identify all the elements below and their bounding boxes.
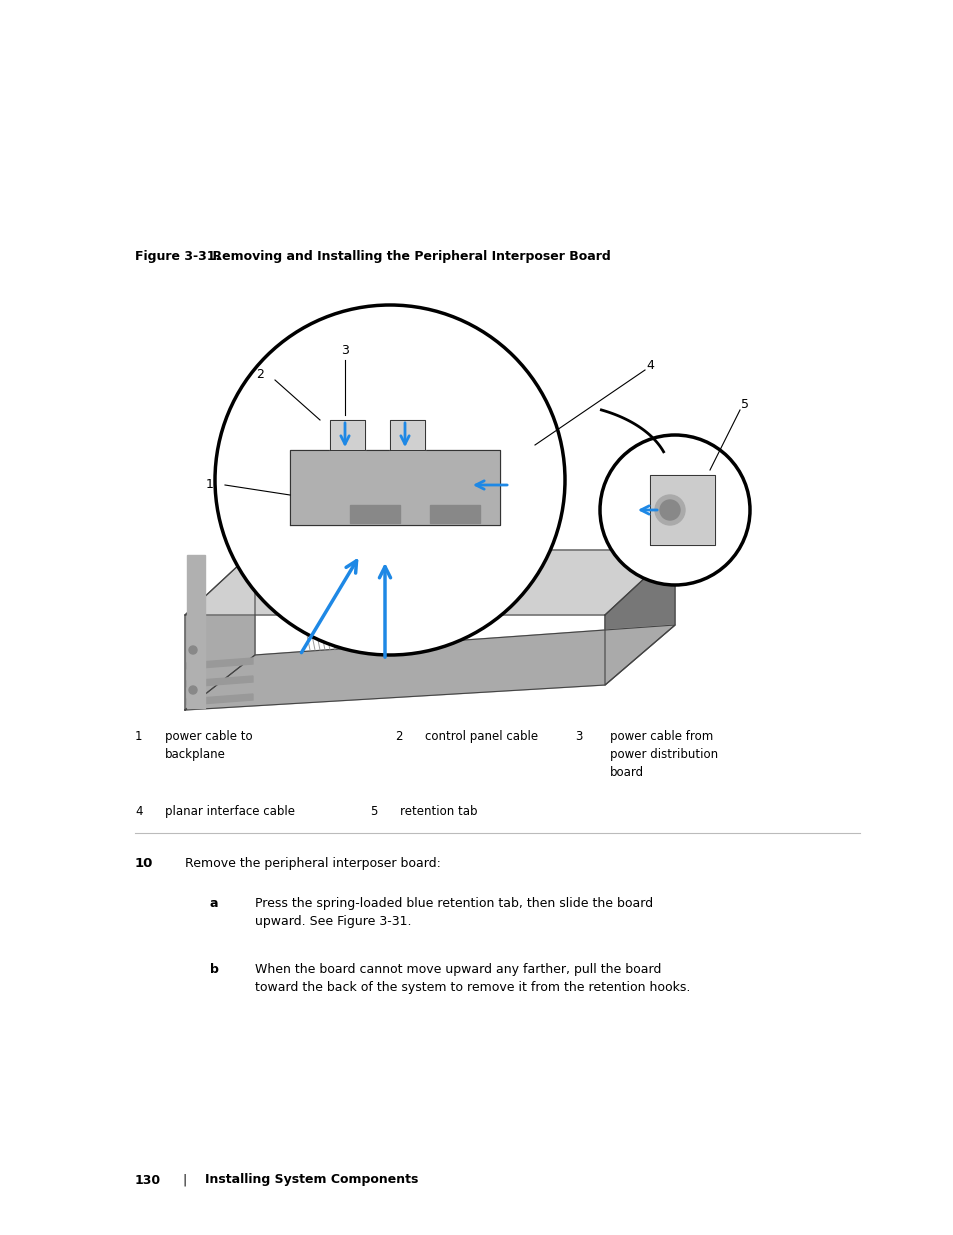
Polygon shape: [290, 450, 499, 525]
Polygon shape: [187, 555, 205, 708]
Polygon shape: [604, 550, 675, 685]
Polygon shape: [187, 694, 253, 705]
Text: 4: 4: [645, 358, 653, 372]
Text: control panel cable: control panel cable: [424, 730, 537, 743]
Text: 10: 10: [135, 857, 153, 869]
Circle shape: [189, 685, 196, 694]
Text: Press the spring-loaded blue retention tab, then slide the board
upward. See Fig: Press the spring-loaded blue retention t…: [254, 897, 653, 927]
Text: 5: 5: [740, 399, 748, 411]
Polygon shape: [430, 505, 479, 522]
Text: 5: 5: [370, 805, 377, 818]
Polygon shape: [319, 559, 510, 600]
Text: power cable to
backplane: power cable to backplane: [165, 730, 253, 761]
Circle shape: [599, 435, 749, 585]
Polygon shape: [187, 676, 253, 687]
Text: planar interface cable: planar interface cable: [165, 805, 294, 818]
Polygon shape: [185, 550, 675, 615]
Circle shape: [214, 305, 564, 655]
Text: Removing and Installing the Peripheral Interposer Board: Removing and Installing the Peripheral I…: [194, 249, 610, 263]
Polygon shape: [649, 475, 714, 545]
Text: b: b: [210, 963, 218, 976]
Text: Remove the peripheral interposer board:: Remove the peripheral interposer board:: [185, 857, 440, 869]
Circle shape: [189, 646, 196, 655]
Text: When the board cannot move upward any farther, pull the board
toward the back of: When the board cannot move upward any fa…: [254, 963, 690, 994]
Text: 4: 4: [135, 805, 142, 818]
Text: 3: 3: [341, 343, 349, 357]
Polygon shape: [187, 658, 253, 669]
Text: retention tab: retention tab: [399, 805, 477, 818]
Text: a: a: [210, 897, 218, 910]
Text: 1: 1: [206, 478, 213, 492]
Text: |: |: [182, 1173, 186, 1187]
Text: Figure 3-31.: Figure 3-31.: [135, 249, 220, 263]
Polygon shape: [185, 550, 254, 710]
Text: 2: 2: [255, 368, 264, 382]
Polygon shape: [350, 505, 399, 522]
Text: 2: 2: [395, 730, 402, 743]
Polygon shape: [185, 625, 675, 710]
Circle shape: [655, 495, 684, 525]
Text: 130: 130: [135, 1173, 161, 1187]
Text: Installing System Components: Installing System Components: [205, 1173, 418, 1187]
Polygon shape: [390, 420, 424, 450]
Circle shape: [659, 500, 679, 520]
Polygon shape: [330, 420, 365, 450]
Text: power cable from
power distribution
board: power cable from power distribution boar…: [609, 730, 718, 779]
Text: 1: 1: [135, 730, 142, 743]
Text: 3: 3: [575, 730, 581, 743]
